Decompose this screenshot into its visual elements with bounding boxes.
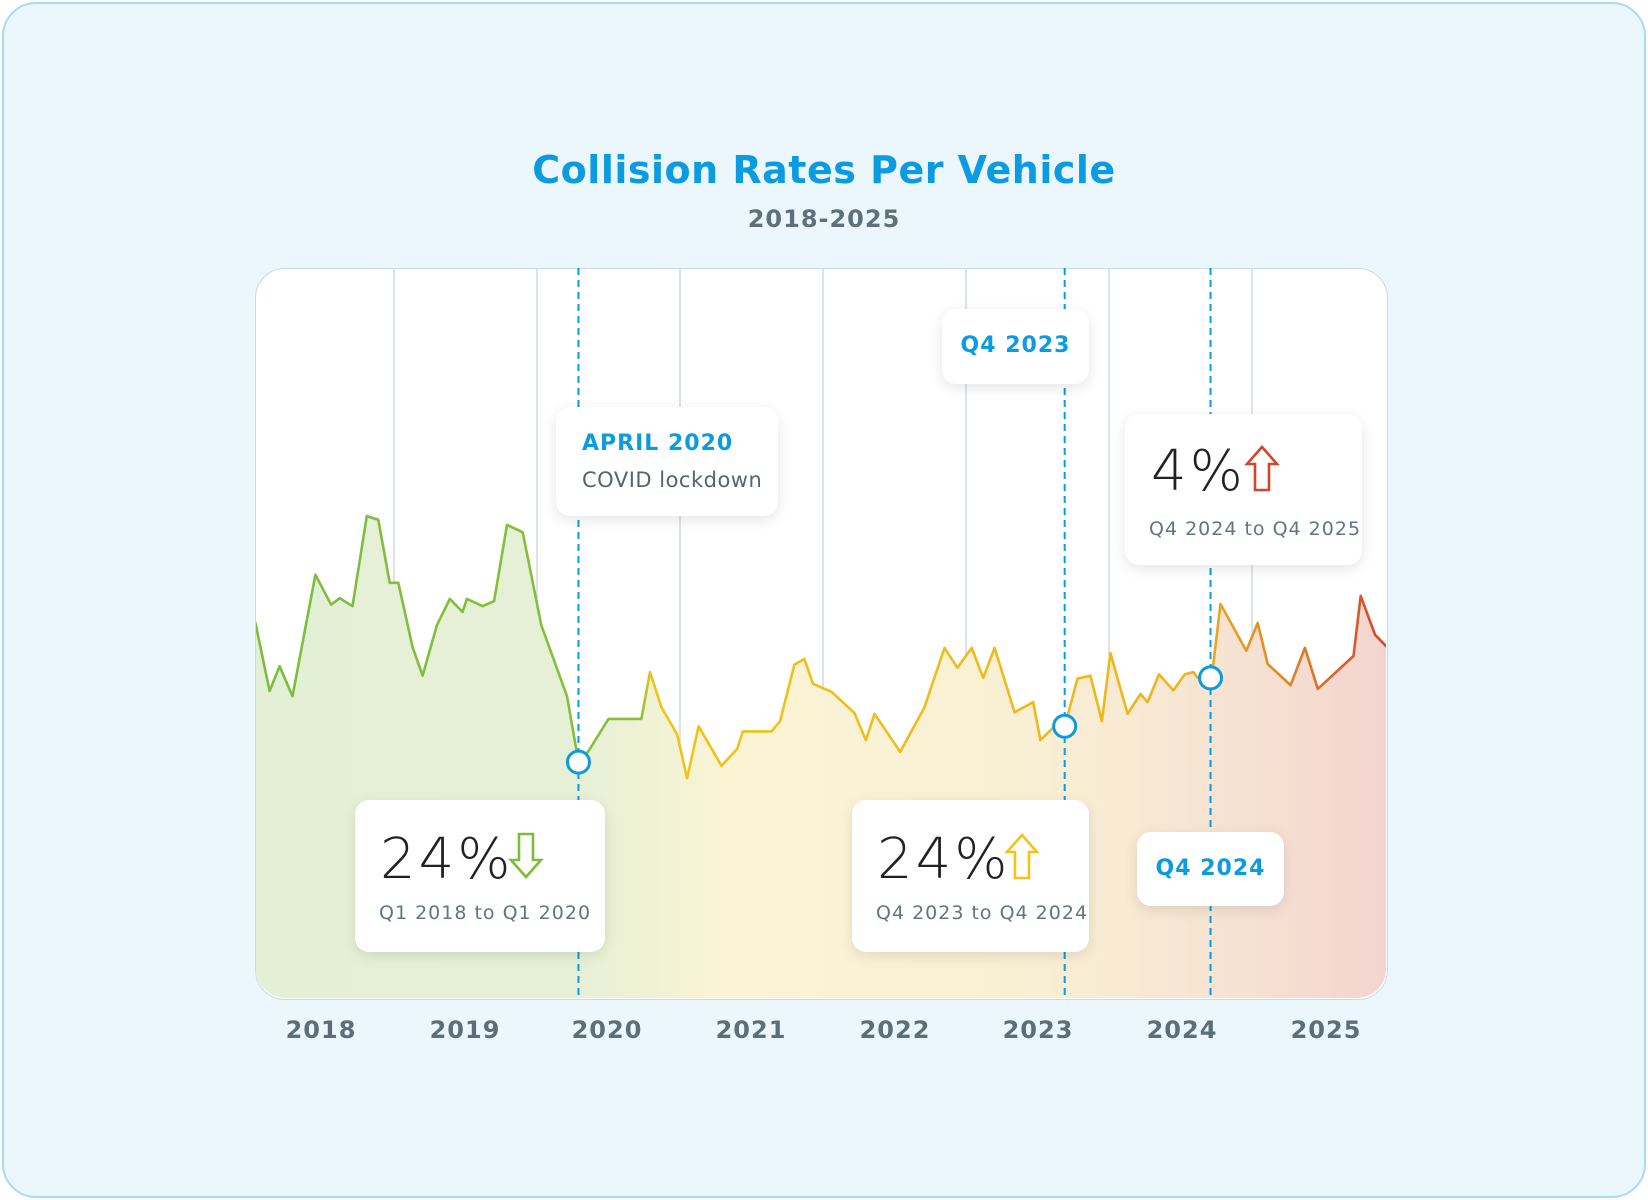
stat-period: Q4 2024 to Q4 2025 — [1149, 518, 1362, 540]
arrow-up-icon — [1004, 833, 1040, 880]
stat-card-2023-2024: 24% Q4 2023 to Q4 2024 — [852, 800, 1089, 952]
stat-period: Q4 2023 to Q4 2024 — [876, 902, 1089, 924]
chart-subtitle: 2018-2025 — [747, 205, 901, 233]
stat-value: 4% — [1151, 439, 1246, 504]
stat-card-2018-2020: 24% Q1 2018 to Q1 2020 — [355, 800, 605, 952]
stat-value: 24% — [380, 827, 514, 892]
stat-value: 24% — [877, 827, 1011, 892]
annotation-text: COVID lockdown — [582, 468, 763, 492]
event-marker[interactable] — [1052, 713, 1078, 739]
arrow-up-icon — [1244, 445, 1280, 492]
chart-title: Collision Rates Per Vehicle — [532, 148, 1116, 192]
series-line — [256, 514, 1386, 780]
x-tick-label: 2020 — [571, 1016, 643, 1044]
x-tick-label: 2023 — [1002, 1016, 1074, 1044]
x-tick-label: 2021 — [715, 1016, 787, 1044]
annotation-q4-2024: Q4 2024 — [1137, 832, 1284, 906]
event-marker[interactable] — [1198, 665, 1224, 691]
stat-period: Q1 2018 to Q1 2020 — [379, 902, 592, 924]
arrow-down-icon — [508, 832, 544, 879]
x-tick-label: 2019 — [429, 1016, 501, 1044]
x-tick-label: 2018 — [285, 1016, 357, 1044]
annotation-q4-2023: Q4 2023 — [942, 309, 1089, 384]
annotation-title: Q4 2024 — [1155, 856, 1266, 881]
x-tick-label: 2024 — [1146, 1016, 1218, 1044]
event-marker[interactable] — [565, 749, 591, 775]
annotation-title: Q4 2023 — [960, 333, 1071, 358]
stat-card-2024-2025: 4% Q4 2024 to Q4 2025 — [1125, 414, 1362, 565]
x-tick-label: 2022 — [859, 1016, 931, 1044]
x-tick-label: 2025 — [1290, 1016, 1362, 1044]
annotation-april-2020: APRIL 2020 COVID lockdown — [556, 407, 778, 516]
annotation-title: APRIL 2020 — [582, 431, 734, 456]
